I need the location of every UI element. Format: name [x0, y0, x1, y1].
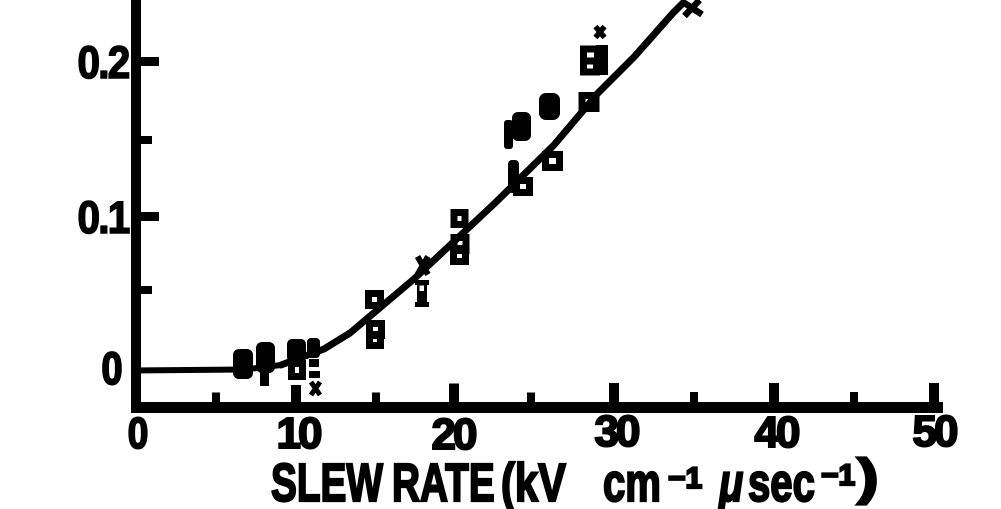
svg-text:0: 0: [101, 343, 122, 394]
svg-text:0.2: 0.2: [78, 38, 130, 88]
svg-text:RATE: RATE: [392, 453, 495, 509]
svg-text:0: 0: [128, 408, 149, 458]
svg-text:20: 20: [432, 410, 476, 459]
svg-text:SLEW: SLEW: [271, 453, 384, 509]
svg-text:μ: μ: [717, 453, 743, 509]
svg-text:30: 30: [595, 407, 639, 456]
svg-text:−1: −1: [668, 462, 702, 495]
svg-text:sec: sec: [748, 453, 815, 509]
svg-text:10: 10: [277, 409, 321, 458]
svg-text:(kV: (kV: [501, 454, 566, 509]
svg-text:cm: cm: [603, 453, 661, 509]
svg-text:0.1: 0.1: [78, 193, 130, 243]
svg-text:40: 40: [755, 408, 799, 457]
svg-text:50: 50: [913, 407, 957, 456]
svg-text:): ): [857, 450, 879, 505]
svg-text:−1: −1: [821, 459, 855, 492]
